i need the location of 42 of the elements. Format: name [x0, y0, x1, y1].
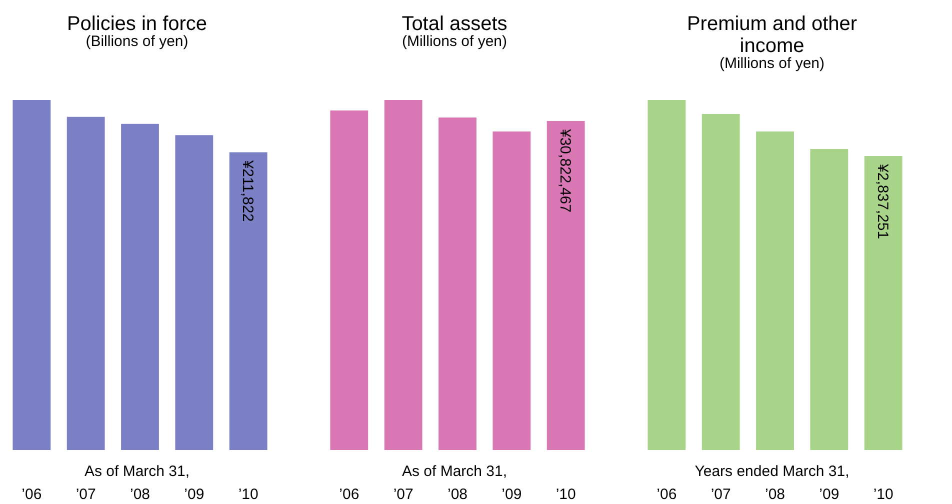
text: As of March 31,: [402, 463, 508, 480]
x-tick-label: ’06: [22, 486, 42, 503]
x-tick-label: ’06: [656, 486, 677, 503]
bar: [12, 100, 51, 450]
bar: [810, 149, 848, 450]
chart-title: Policies in force: [66, 13, 208, 35]
data-label: ¥211,822: [239, 159, 256, 222]
bar: [438, 118, 476, 450]
x-tick-label: ’09: [502, 486, 522, 503]
x-tick-label: ’07: [710, 486, 731, 503]
bar: [384, 100, 422, 450]
bar: [175, 135, 214, 450]
x-tick-label: ’09: [184, 486, 204, 503]
bar: [330, 110, 368, 450]
x-tick-label: ’10: [556, 486, 576, 503]
x-tick-label: ’10: [873, 486, 894, 503]
chart-subtitle: (Millions of yen): [719, 55, 825, 72]
x-tick-label: ’08: [764, 486, 786, 503]
x-tick-label: ’08: [447, 486, 468, 503]
text: Years ended March 31,: [694, 463, 850, 480]
x-tick-label: ’09: [819, 486, 840, 503]
chart-subtitle: (Billions of yen): [86, 33, 188, 50]
x-tick-label: ’07: [76, 486, 96, 503]
data-label: ¥2,837,251: [874, 163, 892, 240]
bar: [492, 131, 531, 450]
x-tick-label: ’07: [393, 486, 414, 503]
text: As of March 31,: [84, 463, 190, 480]
bar: [66, 116, 105, 450]
data-label: ¥30,822,467: [556, 128, 574, 212]
bar: [702, 114, 740, 450]
x-tick-label: ’06: [339, 486, 360, 503]
x-tick-label: ’08: [130, 486, 150, 503]
bar: [864, 156, 902, 450]
chart-title: Total assets: [402, 13, 508, 35]
bar: [229, 152, 268, 450]
bar: [756, 132, 794, 450]
bar: [121, 124, 159, 450]
bar: [546, 121, 585, 450]
bar: [648, 100, 686, 450]
chart-subtitle: (Millions of yen): [402, 33, 508, 50]
chart-title: Premium and other income: [686, 13, 858, 57]
x-tick-label: ’10: [238, 486, 258, 503]
